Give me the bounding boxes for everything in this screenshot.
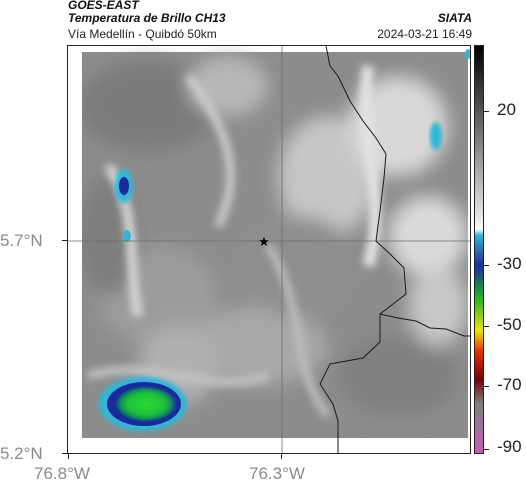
- colorbar-label-minus90: -90: [497, 437, 522, 456]
- lat-label-5.2: 5.2°N: [0, 444, 43, 463]
- star-icon: ★: [258, 234, 270, 249]
- datetime-label: 2024-03-21 16:49: [377, 27, 472, 41]
- satellite-map[interactable]: ★: [67, 45, 471, 454]
- convective-cell-southwest: [99, 377, 187, 431]
- lon-label-76.3: 76.3°W: [249, 464, 305, 483]
- border-line-2: [379, 313, 470, 337]
- satellite-title: GOES-EAST: [68, 0, 139, 12]
- cold-cloud-northeast: [430, 49, 470, 150]
- location-row: Vía Medellín - Quibdó 50km 2024-03-21 16…: [68, 27, 472, 41]
- org-label: SIATA: [437, 11, 472, 25]
- temperature-colorbar: [474, 45, 484, 454]
- brightness-temperature-field: ★: [68, 46, 470, 453]
- colorbar-label-20: 20: [497, 100, 516, 119]
- lat-label-5.7: 5.7°N: [0, 231, 43, 250]
- cold-cloud-northwest: [115, 169, 133, 242]
- border-line: [319, 46, 407, 453]
- product-row: Temperatura de Brillo CH13 SIATA: [68, 11, 472, 25]
- lon-label-76.8: 76.8°W: [34, 464, 90, 483]
- colorbar-label-minus30: -30: [497, 254, 522, 273]
- colorbar-label-minus70: -70: [497, 375, 522, 394]
- route-label: Vía Medellín - Quibdó 50km: [68, 27, 217, 41]
- colorbar-label-minus50: -50: [497, 315, 522, 334]
- product-title: Temperatura de Brillo CH13: [68, 11, 226, 25]
